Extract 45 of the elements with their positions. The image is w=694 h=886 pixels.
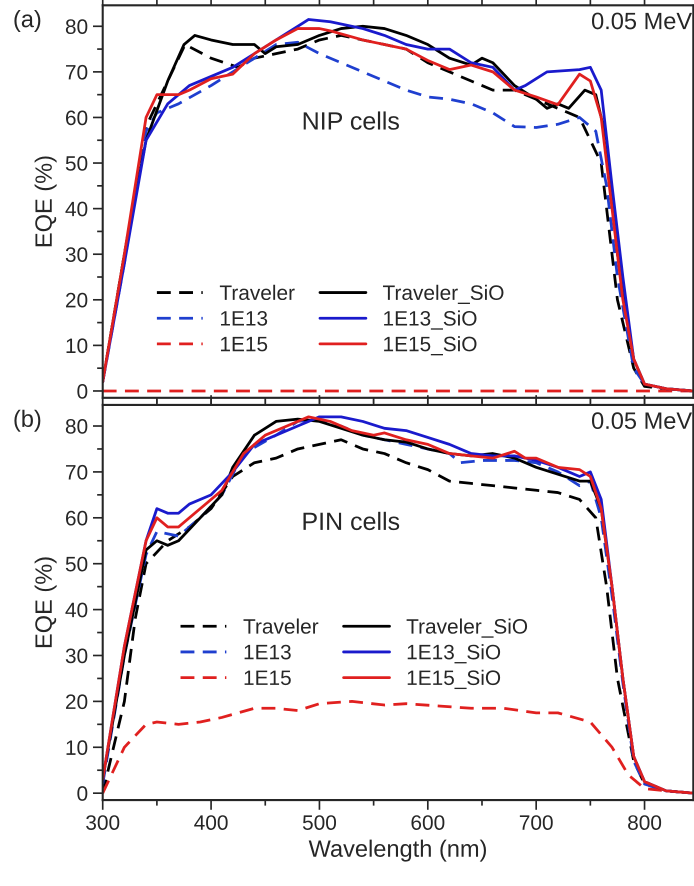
annotation: 0.05 MeV bbox=[592, 412, 692, 430]
y-tick-label: 30 bbox=[66, 247, 88, 262]
legend-label: 1E15_SiO bbox=[384, 336, 476, 356]
y-tick-label: 20 bbox=[66, 694, 88, 710]
y-tick-label: 30 bbox=[66, 648, 88, 664]
legend-label: 1E13 bbox=[220, 310, 268, 326]
y-tick-label: 50 bbox=[66, 156, 88, 171]
text: (b) bbox=[14, 410, 40, 432]
legend-label: 1E13_SiO bbox=[384, 310, 476, 330]
x-axis-title: Wavelength (nm) bbox=[308, 840, 486, 862]
y-tick-label: 70 bbox=[66, 64, 88, 80]
y-tick-label: 40 bbox=[65, 602, 88, 618]
legend-label: 1E15 bbox=[244, 670, 291, 686]
y-tick-label: 60 bbox=[66, 510, 88, 526]
y-tick-label: 20 bbox=[66, 292, 88, 308]
y-tick-label: 60 bbox=[66, 110, 88, 126]
legend-label: Traveler bbox=[220, 284, 295, 300]
y-tick-label: 10 bbox=[66, 338, 88, 354]
y-tick-label: 0 bbox=[77, 786, 88, 801]
y-tick-label: 0 bbox=[77, 384, 88, 399]
legend-label: Traveler_SiO bbox=[382, 284, 504, 304]
legend-label: 1E13_SiO bbox=[408, 644, 500, 664]
x-tick-label: 300 bbox=[86, 815, 120, 830]
y-tick-label: 80 bbox=[66, 419, 88, 434]
y-axis-title: EQE (%) bbox=[34, 557, 57, 648]
y-tick-label: 70 bbox=[66, 464, 88, 480]
legend-label: Traveler bbox=[243, 618, 318, 634]
x-tick-label: 500 bbox=[302, 815, 336, 830]
legend-label: Traveler_SiO bbox=[406, 618, 528, 638]
x-tick-label: 800 bbox=[628, 815, 662, 830]
y-tick-label: 40 bbox=[65, 202, 88, 216]
x-tick-label: 400 bbox=[194, 815, 228, 830]
x-tick-label: 700 bbox=[520, 815, 553, 830]
annotation: PIN cells bbox=[303, 512, 400, 530]
y-axis-title: EQE (%) bbox=[34, 156, 57, 246]
text: (a) bbox=[14, 10, 40, 32]
legend-label: 1E15_SiO bbox=[408, 670, 500, 690]
legend-label: 1E15 bbox=[220, 336, 268, 352]
annotation: NIP cells bbox=[304, 111, 399, 130]
y-tick-label: 80 bbox=[66, 19, 88, 34]
legend-label: 1E13 bbox=[244, 644, 291, 660]
y-tick-label: 10 bbox=[66, 740, 88, 756]
y-tick-label: 50 bbox=[66, 556, 88, 572]
annotation: 0.05 MeV bbox=[592, 12, 692, 30]
x-tick-label: 600 bbox=[411, 815, 444, 830]
